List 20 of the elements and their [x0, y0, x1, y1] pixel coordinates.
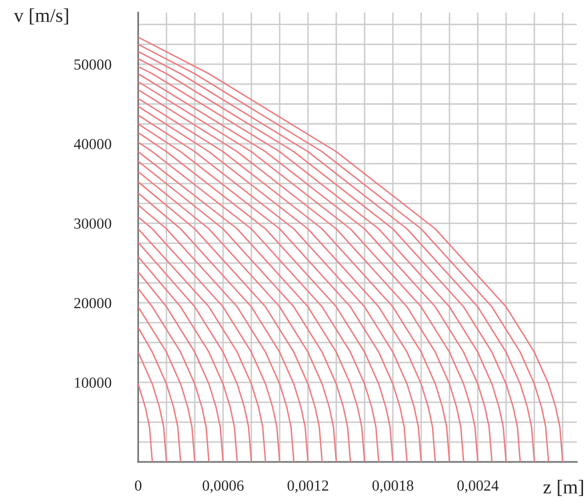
y-tick-label: 40000 — [74, 138, 112, 150]
x-tick-label: 0,0006 — [202, 480, 244, 493]
y-tick-label: 10000 — [74, 378, 112, 388]
line-series — [138, 383, 154, 462]
line-series — [138, 351, 168, 462]
y-tick-label: 50000 — [74, 59, 112, 70]
line-series — [138, 288, 210, 462]
line-series — [138, 256, 238, 462]
line-series — [138, 306, 196, 462]
line-series — [138, 242, 252, 462]
x-tick-label: 0,0018 — [372, 480, 414, 493]
x-axis-title: z [m] — [543, 480, 584, 496]
y-tick-label: 30000 — [74, 218, 112, 229]
x-tick-label: 0 — [134, 480, 142, 491]
y-axis-title: v [m/s] — [14, 8, 68, 24]
line-series — [138, 326, 182, 462]
y-tick-label: 20000 — [74, 298, 112, 308]
line-series — [138, 271, 224, 462]
x-tick-label: 0,0012 — [288, 480, 328, 493]
x-tick-label: 0,0024 — [457, 480, 499, 493]
